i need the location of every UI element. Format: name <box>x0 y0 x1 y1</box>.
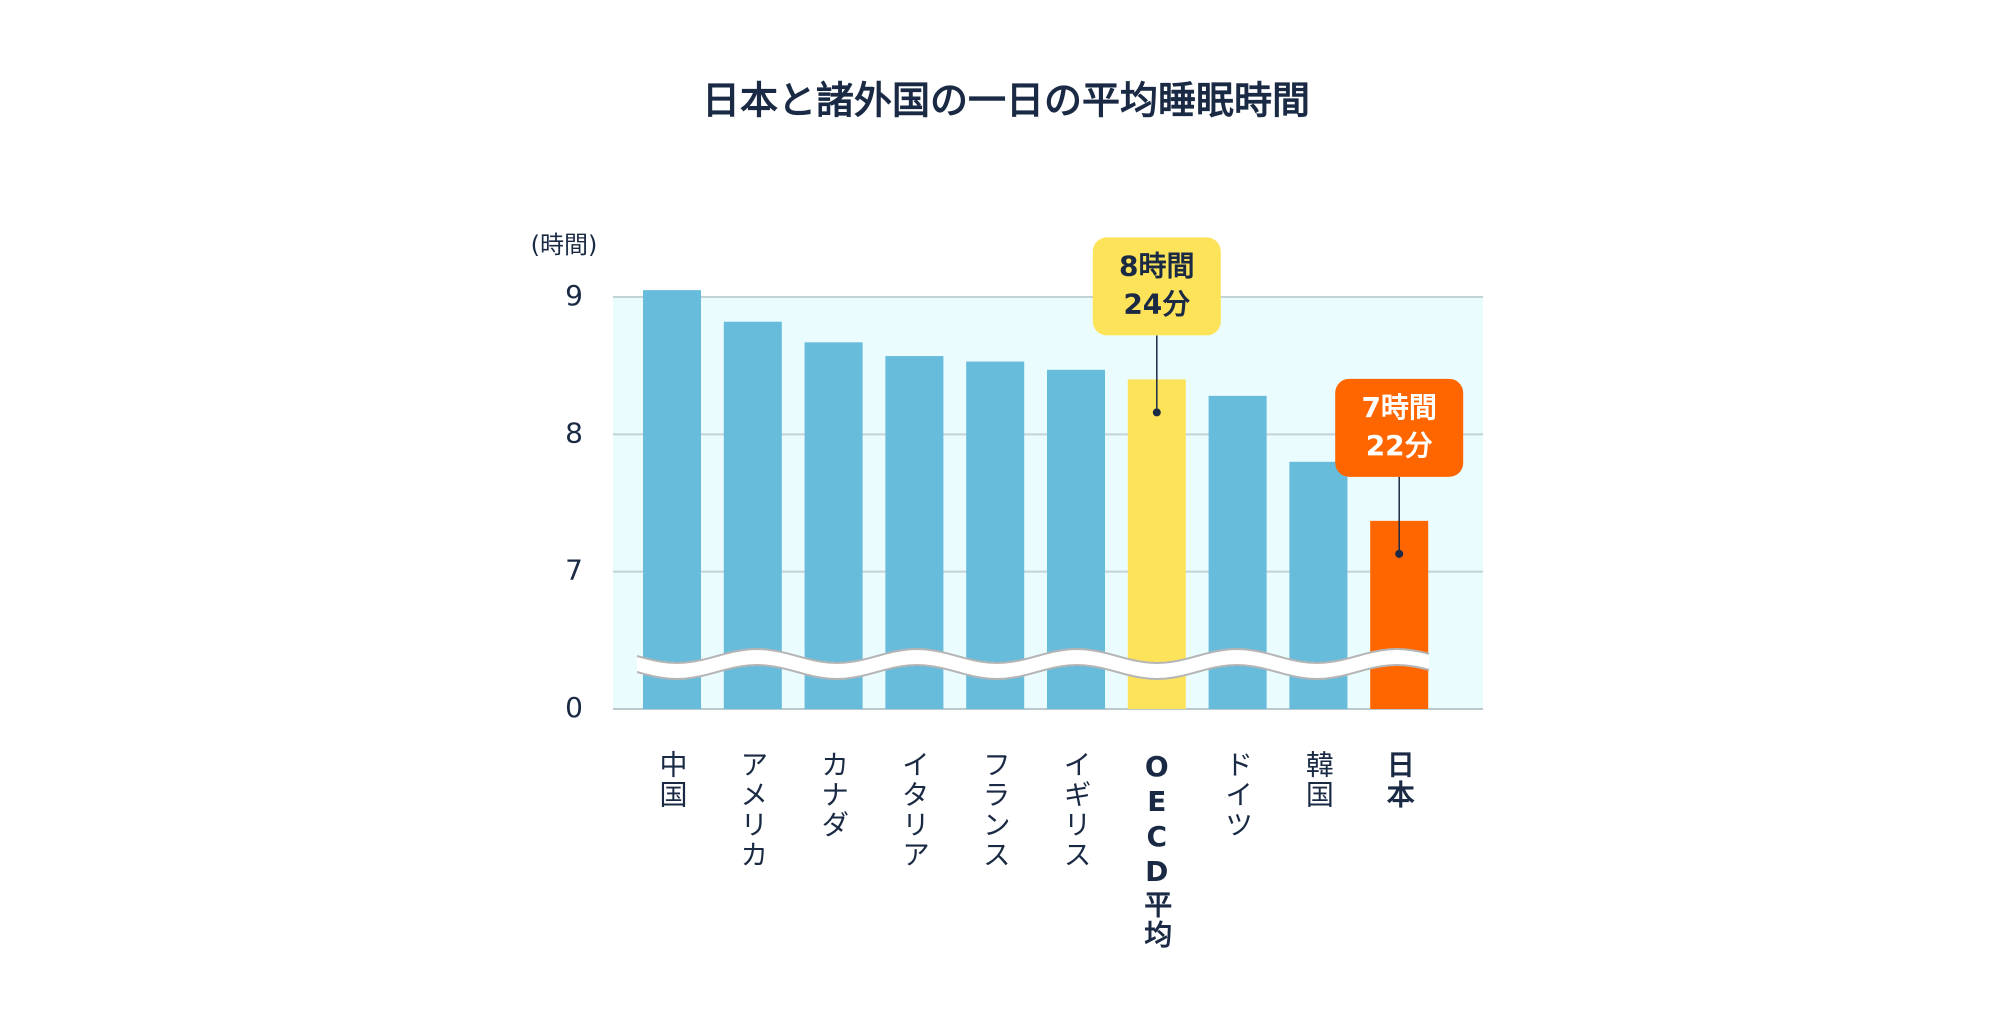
bar <box>966 361 1025 709</box>
bar <box>643 290 701 709</box>
axis-break-edge <box>636 663 1430 681</box>
x-tick-label: イギリス <box>1060 750 1093 870</box>
y-tick-label: 7 <box>565 554 583 587</box>
axis-break <box>637 649 1429 679</box>
bar <box>804 342 863 709</box>
y-tick-label: 0 <box>565 691 583 724</box>
x-tick-label: イタリア <box>898 750 931 870</box>
x-tick-label: アメリカ <box>736 750 769 870</box>
x-tick-label: 日本 <box>1383 750 1416 810</box>
y-tick-label: 8 <box>565 416 583 449</box>
callout-box <box>1335 378 1464 477</box>
y-axis-label: (時間) <box>531 231 598 259</box>
x-tick-label: OECD平均 <box>1140 750 1173 950</box>
value-label: 8時間 <box>1119 249 1194 282</box>
callout-box <box>1092 237 1221 336</box>
bar <box>723 321 782 709</box>
value-label: 24分 <box>1123 287 1190 320</box>
chart-title: 日本と諸外国の一日の平均睡眠時間 <box>702 79 1310 123</box>
value-label: 22分 <box>1366 429 1433 462</box>
x-tick-label: 韓国 <box>1302 750 1335 810</box>
x-tick-label: フランス <box>979 750 1012 870</box>
bar <box>1127 379 1186 709</box>
callout-dot <box>1395 549 1404 558</box>
x-tick-label: カナダ <box>817 750 850 840</box>
value-label: 7時間 <box>1361 391 1436 424</box>
x-tick-label: ドイツ <box>1221 750 1254 840</box>
y-tick-label: 9 <box>565 279 583 312</box>
axis-break-edge <box>636 647 1430 665</box>
x-tick-label: 中国 <box>656 750 689 810</box>
callout-dot <box>1152 408 1161 417</box>
